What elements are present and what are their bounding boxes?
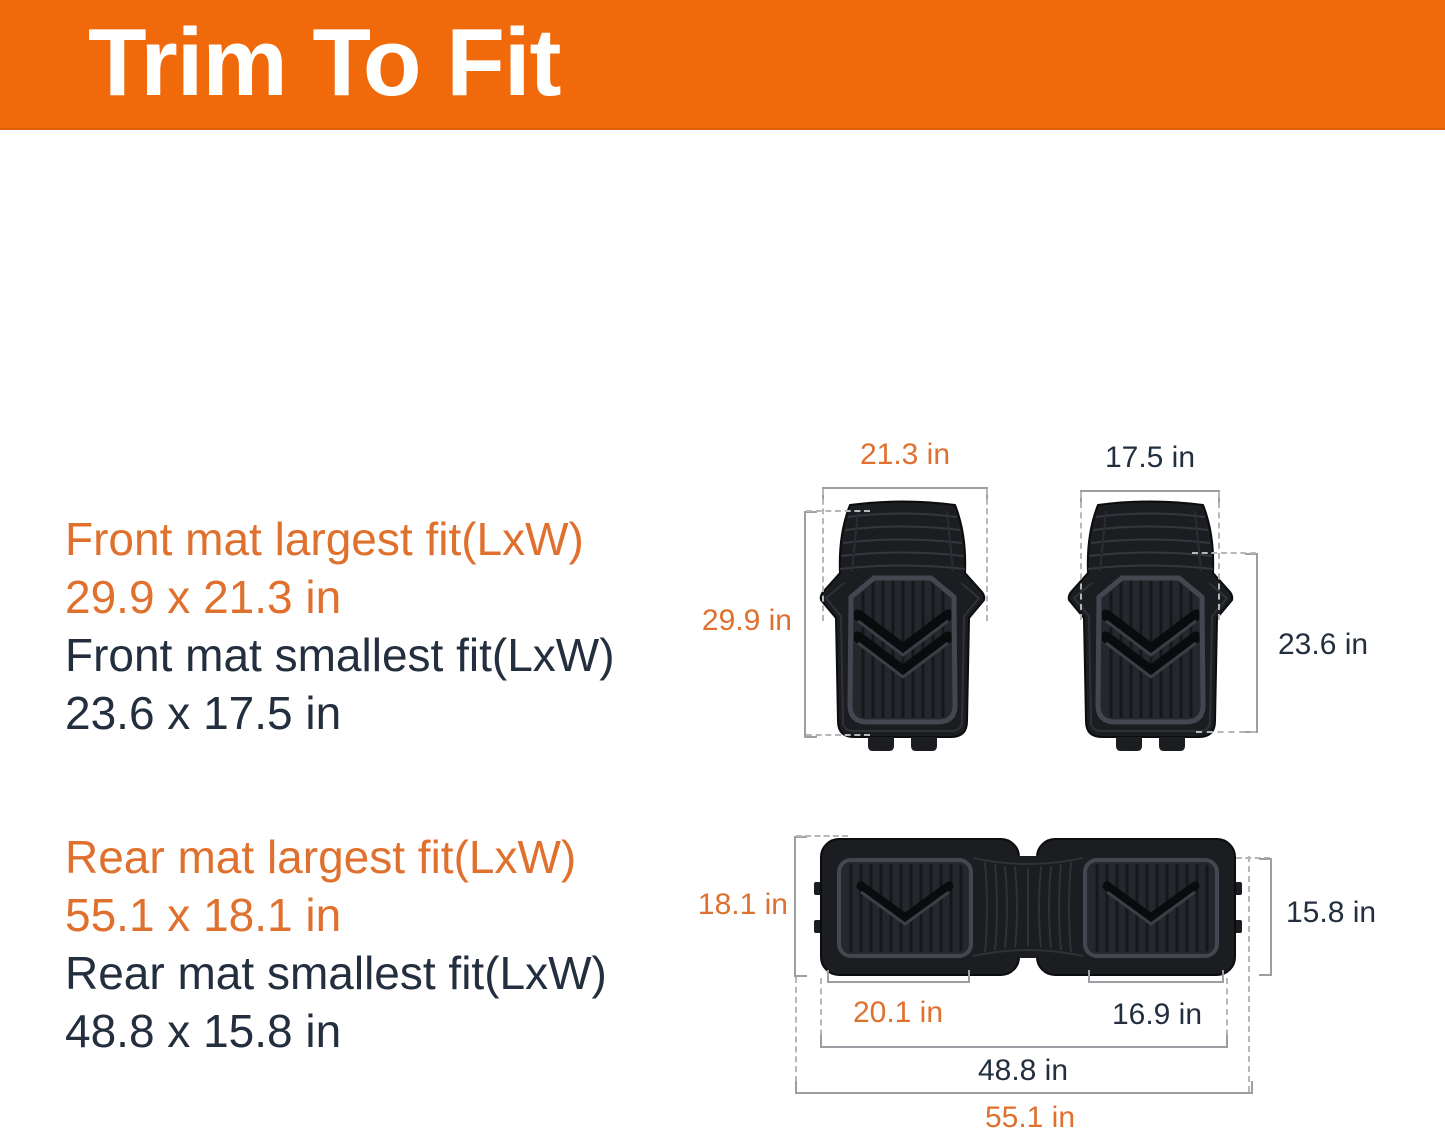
- dashed-guide-line: [1192, 552, 1256, 554]
- rear-mat-illustration: [813, 836, 1243, 978]
- front-right-width-label: 17.5 in: [1104, 441, 1196, 474]
- front-right-height-label: 23.6 in: [1278, 628, 1369, 661]
- front-largest-value: 29.9 x 21.3 in: [65, 571, 342, 623]
- page-title: Trim To Fit: [88, 9, 562, 116]
- front-right-height-measure-line: [1245, 553, 1258, 733]
- dashed-guide-line: [1236, 857, 1270, 859]
- dashed-guide-line: [796, 835, 848, 837]
- dashed-guide-line: [986, 489, 988, 621]
- rear-smallest-value: 48.8 x 15.8 in: [65, 1005, 342, 1057]
- front-left-height-measure-line: [804, 511, 817, 738]
- dashed-guide-line: [1080, 492, 1082, 620]
- rear-smallest-label: Rear mat smallest fit(LxW): [65, 947, 607, 999]
- rear-left-well-width-measure-line: [827, 970, 970, 983]
- rear-height-smallest-measure-line: [1259, 858, 1272, 976]
- rear-width-smallest-label: 48.8 in: [977, 1054, 1069, 1087]
- rear-height-largest-measure-line: [794, 836, 807, 977]
- dashed-guide-line: [822, 489, 824, 621]
- dashed-guide-line: [1248, 856, 1250, 1092]
- dashed-guide-line: [806, 510, 870, 512]
- rear-largest-value: 55.1 x 18.1 in: [65, 889, 342, 941]
- front-mat-right-illustration: [1058, 497, 1243, 755]
- rear-right-well-width-measure-line: [1088, 970, 1224, 983]
- rear-height-largest-label: 18.1 in: [697, 888, 788, 921]
- front-largest-label: Front mat largest fit(LxW): [65, 513, 584, 565]
- rear-width-largest-label: 55.1 in: [984, 1101, 1076, 1134]
- rear-mat-specs: Rear mat largest fit(LxW) 55.1 x 18.1 in…: [65, 828, 607, 1060]
- rear-right-well-width-label: 16.9 in: [1111, 998, 1203, 1031]
- dashed-guide-line: [1226, 978, 1228, 1046]
- dashed-guide-line: [806, 734, 870, 736]
- front-left-width-label: 21.3 in: [859, 438, 951, 471]
- front-left-height-label: 29.9 in: [701, 604, 792, 637]
- dashed-guide-line: [1196, 731, 1256, 733]
- front-mat-specs: Front mat largest fit(LxW) 29.9 x 21.3 i…: [65, 510, 615, 742]
- header-banner: Trim To Fit: [0, 0, 1445, 130]
- rear-left-well-width-label: 20.1 in: [852, 996, 944, 1029]
- dashed-guide-line: [820, 978, 822, 1046]
- dashed-guide-line: [1218, 492, 1220, 620]
- rear-width-smallest-measure-line: [820, 1035, 1228, 1048]
- rear-height-smallest-label: 15.8 in: [1286, 896, 1377, 929]
- front-mat-icon: [1058, 497, 1243, 755]
- rear-width-largest-measure-line: [795, 1081, 1253, 1094]
- front-smallest-label: Front mat smallest fit(LxW): [65, 629, 615, 681]
- front-mat-left-illustration: [810, 497, 995, 755]
- rear-mat-icon: [813, 836, 1243, 978]
- front-mat-icon: [810, 497, 995, 755]
- front-smallest-value: 23.6 x 17.5 in: [65, 687, 342, 739]
- rear-largest-label: Rear mat largest fit(LxW): [65, 831, 577, 883]
- front-left-width-measure-line: [822, 487, 988, 500]
- dashed-guide-line: [795, 977, 797, 1092]
- front-right-width-measure-line: [1080, 490, 1220, 503]
